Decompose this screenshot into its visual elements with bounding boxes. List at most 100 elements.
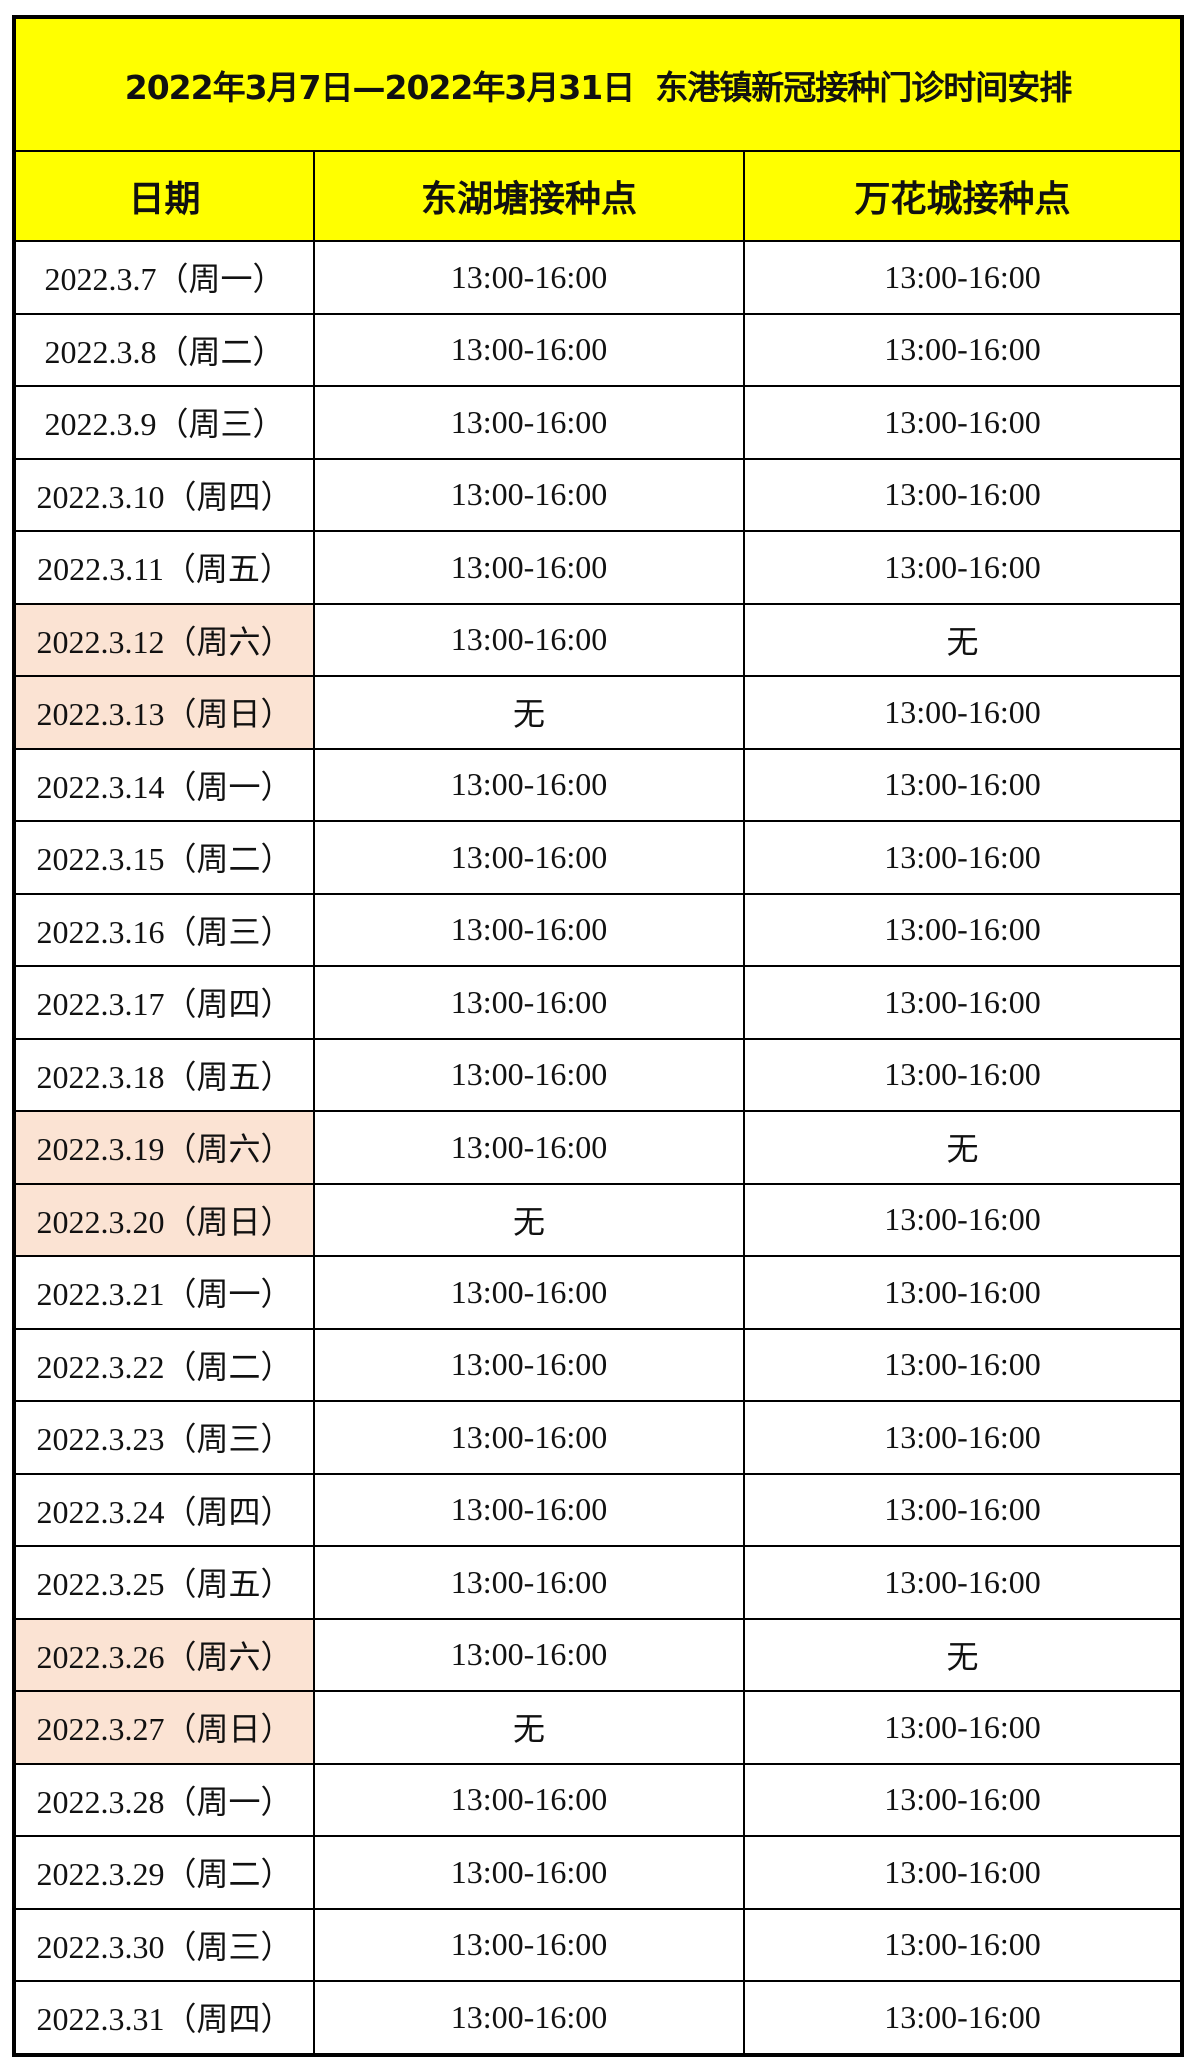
- table-row: 2022.3.23（周三） 13:00-16:00 13:00-16:00: [13, 1400, 1183, 1475]
- donghutang-cell: 13:00-16:00: [313, 1545, 745, 1620]
- table-row: 2022.3.8（周二） 13:00-16:00 13:00-16:00: [13, 312, 1183, 387]
- table-row: 2022.3.9（周三） 13:00-16:00 13:00-16:00: [13, 385, 1183, 460]
- date-cell: 2022.3.13（周日）: [13, 675, 315, 750]
- table-row: 2022.3.31（周四） 13:00-16:00 13:00-16:00: [13, 1980, 1183, 2056]
- donghutang-cell: 13:00-16:00: [313, 1037, 745, 1112]
- wanhuacheng-cell: 13:00-16:00: [743, 1762, 1183, 1837]
- date-cell: 2022.3.24（周四）: [13, 1472, 315, 1547]
- table-row: 2022.3.17（周四） 13:00-16:00 13:00-16:00: [13, 965, 1183, 1040]
- date-cell: 2022.3.30（周三）: [13, 1907, 315, 1982]
- donghutang-cell: 13:00-16:00: [313, 240, 745, 315]
- donghutang-cell: 无: [313, 1690, 745, 1765]
- donghutang-cell: 13:00-16:00: [313, 1255, 745, 1330]
- table-row: 2022.3.18（周五） 13:00-16:00 13:00-16:00: [13, 1037, 1183, 1112]
- schedule-rows: 2022.3.7（周一） 13:00-16:00 13:00-16:00 2022.3…: [13, 240, 1183, 2056]
- table-row: 2022.3.16（周三） 13:00-16:00 13:00-16:00: [13, 892, 1183, 967]
- date-cell: 2022.3.27（周日）: [13, 1690, 315, 1765]
- date-cell: 2022.3.22（周二）: [13, 1327, 315, 1402]
- date-cell: 2022.3.21（周一）: [13, 1255, 315, 1330]
- date-cell: 2022.3.14（周一）: [13, 747, 315, 822]
- table-row: 2022.3.13（周日）无 13:00-16:00: [13, 675, 1183, 750]
- date-cell: 2022.3.8（周二）: [13, 312, 315, 387]
- donghutang-cell: 13:00-16:00: [313, 1472, 745, 1547]
- wanhuacheng-cell: 13:00-16:00: [743, 1400, 1183, 1475]
- schedule-title: 2022年3月7日—2022年3月31日 东港镇新冠接种门诊时间安排: [13, 16, 1183, 152]
- wanhuacheng-cell: 13:00-16:00: [743, 1182, 1183, 1257]
- date-cell: 2022.3.7（周一）: [13, 240, 315, 315]
- schedule-table: 2022年3月7日—2022年3月31日 东港镇新冠接种门诊时间安排 日期 东湖…: [12, 15, 1184, 2057]
- donghutang-cell: 13:00-16:00: [313, 385, 745, 460]
- donghutang-cell: 13:00-16:00: [313, 602, 745, 677]
- wanhuacheng-cell: 13:00-16:00: [743, 1835, 1183, 1910]
- table-row: 2022.3.25（周五） 13:00-16:00 13:00-16:00: [13, 1545, 1183, 1620]
- donghutang-cell: 13:00-16:00: [313, 1907, 745, 1982]
- date-cell: 2022.3.16（周三）: [13, 892, 315, 967]
- wanhuacheng-cell: 13:00-16:00: [743, 1907, 1183, 1982]
- table-row: 2022.3.20（周日）无 13:00-16:00: [13, 1182, 1183, 1257]
- donghutang-cell: 13:00-16:00: [313, 820, 745, 895]
- wanhuacheng-cell: 无: [743, 1110, 1183, 1185]
- header-row: 日期 东湖塘接种点 万花城接种点: [13, 150, 1183, 242]
- date-cell: 2022.3.15（周二）: [13, 820, 315, 895]
- wanhuacheng-cell: 13:00-16:00: [743, 1327, 1183, 1402]
- date-cell: 2022.3.12（周六）: [13, 602, 315, 677]
- date-cell: 2022.3.20（周日）: [13, 1182, 315, 1257]
- table-row: 2022.3.7（周一） 13:00-16:00 13:00-16:00: [13, 240, 1183, 315]
- table-row: 2022.3.12（周六） 13:00-16:00 无: [13, 602, 1183, 677]
- donghutang-cell: 13:00-16:00: [313, 1762, 745, 1837]
- table-row: 2022.3.24（周四） 13:00-16:00 13:00-16:00: [13, 1472, 1183, 1547]
- wanhuacheng-cell: 13:00-16:00: [743, 1255, 1183, 1330]
- date-cell: 2022.3.25（周五）: [13, 1545, 315, 1620]
- wanhuacheng-cell: 13:00-16:00: [743, 1037, 1183, 1112]
- header-wanhuacheng: 万花城接种点: [743, 150, 1183, 242]
- table-row: 2022.3.14（周一） 13:00-16:00 13:00-16:00: [13, 747, 1183, 822]
- donghutang-cell: 13:00-16:00: [313, 312, 745, 387]
- table-row: 2022.3.22（周二） 13:00-16:00 13:00-16:00: [13, 1327, 1183, 1402]
- date-cell: 2022.3.17（周四）: [13, 965, 315, 1040]
- table-row: 2022.3.26（周六） 13:00-16:00 无: [13, 1617, 1183, 1692]
- date-cell: 2022.3.26（周六）: [13, 1617, 315, 1692]
- wanhuacheng-cell: 13:00-16:00: [743, 1545, 1183, 1620]
- date-cell: 2022.3.28（周一）: [13, 1762, 315, 1837]
- donghutang-cell: 13:00-16:00: [313, 530, 745, 605]
- wanhuacheng-cell: 13:00-16:00: [743, 820, 1183, 895]
- wanhuacheng-cell: 13:00-16:00: [743, 747, 1183, 822]
- table-row: 2022.3.19（周六） 13:00-16:00 无: [13, 1110, 1183, 1185]
- table-row: 2022.3.11（周五） 13:00-16:00 13:00-16:00: [13, 530, 1183, 605]
- title-row: 2022年3月7日—2022年3月31日 东港镇新冠接种门诊时间安排: [13, 16, 1183, 152]
- header-date: 日期: [13, 150, 315, 242]
- wanhuacheng-cell: 无: [743, 602, 1183, 677]
- date-cell: 2022.3.23（周三）: [13, 1400, 315, 1475]
- wanhuacheng-cell: 13:00-16:00: [743, 892, 1183, 967]
- date-cell: 2022.3.31（周四）: [13, 1980, 315, 2056]
- table-row: 2022.3.28（周一） 13:00-16:00 13:00-16:00: [13, 1762, 1183, 1837]
- wanhuacheng-cell: 13:00-16:00: [743, 385, 1183, 460]
- donghutang-cell: 13:00-16:00: [313, 892, 745, 967]
- donghutang-cell: 13:00-16:00: [313, 747, 745, 822]
- table-row: 2022.3.29（周二） 13:00-16:00 13:00-16:00: [13, 1835, 1183, 1910]
- table-row: 2022.3.21（周一） 13:00-16:00 13:00-16:00: [13, 1255, 1183, 1330]
- wanhuacheng-cell: 13:00-16:00: [743, 312, 1183, 387]
- header-donghutang: 东湖塘接种点: [313, 150, 745, 242]
- donghutang-cell: 13:00-16:00: [313, 1400, 745, 1475]
- donghutang-cell: 13:00-16:00: [313, 1617, 745, 1692]
- donghutang-cell: 13:00-16:00: [313, 1327, 745, 1402]
- date-cell: 2022.3.18（周五）: [13, 1037, 315, 1112]
- date-cell: 2022.3.29（周二）: [13, 1835, 315, 1910]
- wanhuacheng-cell: 无: [743, 1617, 1183, 1692]
- table-row: 2022.3.27（周日）无 13:00-16:00: [13, 1690, 1183, 1765]
- donghutang-cell: 13:00-16:00: [313, 1835, 745, 1910]
- wanhuacheng-cell: 13:00-16:00: [743, 457, 1183, 532]
- donghutang-cell: 13:00-16:00: [313, 457, 745, 532]
- table-row: 2022.3.10（周四） 13:00-16:00 13:00-16:00: [13, 457, 1183, 532]
- date-cell: 2022.3.19（周六）: [13, 1110, 315, 1185]
- date-cell: 2022.3.11（周五）: [13, 530, 315, 605]
- wanhuacheng-cell: 13:00-16:00: [743, 1690, 1183, 1765]
- wanhuacheng-cell: 13:00-16:00: [743, 965, 1183, 1040]
- donghutang-cell: 13:00-16:00: [313, 965, 745, 1040]
- wanhuacheng-cell: 13:00-16:00: [743, 240, 1183, 315]
- wanhuacheng-cell: 13:00-16:00: [743, 1980, 1183, 2056]
- donghutang-cell: 无: [313, 1182, 745, 1257]
- donghutang-cell: 13:00-16:00: [313, 1980, 745, 2056]
- table-row: 2022.3.30（周三） 13:00-16:00 13:00-16:00: [13, 1907, 1183, 1982]
